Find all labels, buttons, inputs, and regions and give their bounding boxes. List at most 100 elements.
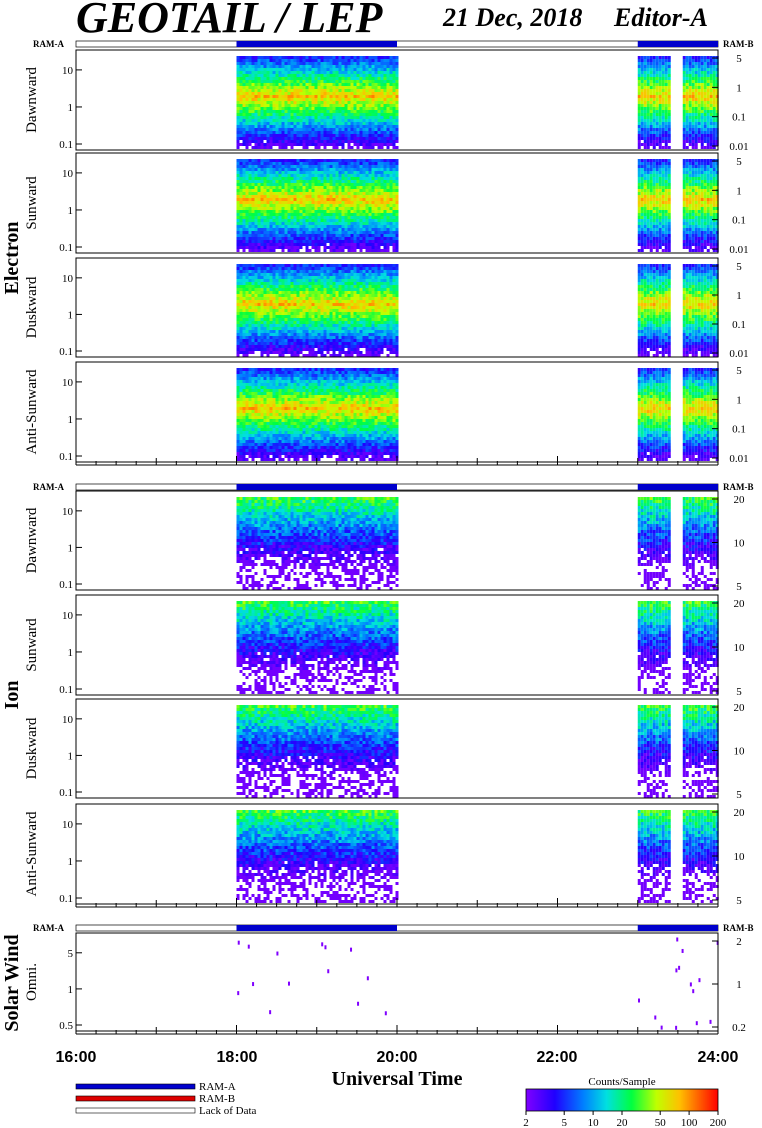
heatmap-cell [317, 65, 321, 68]
heatmap-cell [688, 198, 692, 201]
heatmap-cell [655, 180, 659, 183]
heatmap-cell [389, 234, 393, 237]
heatmap-cell [248, 291, 252, 294]
heatmap-cell [383, 222, 387, 225]
heatmap-cell [347, 201, 351, 204]
heatmap-cell [682, 207, 686, 210]
heatmap-cell [317, 110, 321, 113]
heatmap-cell [287, 119, 291, 122]
heatmap-cell [353, 225, 357, 228]
heatmap-cell [311, 159, 315, 162]
heatmap-cell [314, 201, 318, 204]
heatmap-cell [643, 71, 647, 74]
heatmap-cell [254, 110, 258, 113]
heatmap-cell [344, 195, 348, 198]
heatmap-cell [341, 101, 345, 104]
heatmap-cell [691, 210, 695, 213]
heatmap-cell [700, 234, 704, 237]
heatmap-cell [694, 168, 698, 171]
heatmap-cell [332, 249, 336, 252]
heatmap-cell [251, 71, 255, 74]
heatmap-cell [362, 198, 366, 201]
heatmap-cell [362, 201, 366, 204]
heatmap-cell [263, 110, 267, 113]
heatmap-cell [263, 237, 267, 240]
heatmap-cell [706, 89, 710, 92]
heatmap-cell [281, 183, 285, 186]
heatmap-cell [269, 165, 273, 168]
heatmap-cell [652, 210, 656, 213]
heatmap-cell [359, 113, 363, 116]
heatmap-cell [371, 243, 375, 246]
heatmap-cell [323, 101, 327, 104]
heatmap-cell [254, 192, 258, 195]
heatmap-cell [317, 137, 321, 140]
heatmap-cell [652, 95, 656, 98]
heatmap-cell [356, 192, 360, 195]
heatmap-cell [374, 137, 378, 140]
heatmap-cell [688, 83, 692, 86]
heatmap-cell [685, 68, 689, 71]
heatmap-cell [239, 315, 243, 318]
heatmap-cell [353, 122, 357, 125]
heatmap-cell [299, 168, 303, 171]
heatmap-cell [706, 56, 710, 59]
heatmap-cell [383, 246, 387, 249]
heatmap-cell [395, 89, 399, 92]
heatmap-cell [700, 104, 704, 107]
heatmap-cell [335, 246, 339, 249]
heatmap-cell [655, 183, 659, 186]
heatmap-cell [239, 288, 243, 291]
heatmap-cell [236, 186, 240, 189]
heatmap-cell [290, 143, 294, 146]
heatmap-cell [688, 119, 692, 122]
heatmap-cell [260, 143, 264, 146]
heatmap-cell [374, 225, 378, 228]
heatmap-cell [245, 59, 249, 62]
heatmap-cell [251, 128, 255, 131]
heatmap-cell [380, 162, 384, 165]
heatmap-cell [284, 165, 288, 168]
heatmap-cell [682, 171, 686, 174]
heatmap-cell [320, 207, 324, 210]
heatmap-cell [296, 198, 300, 201]
heatmap-cell [338, 74, 342, 77]
heatmap-cell [302, 204, 306, 207]
heatmap-cell [637, 80, 641, 83]
heatmap-cell [317, 113, 321, 116]
heatmap-cell [311, 113, 315, 116]
heatmap-cell [655, 119, 659, 122]
heatmap-cell [646, 74, 650, 77]
heatmap-cell [350, 101, 354, 104]
heatmap-cell [685, 80, 689, 83]
heatmap-cell [308, 198, 312, 201]
heatmap-cell [392, 234, 396, 237]
heatmap-cell [329, 171, 333, 174]
heatmap-cell [640, 228, 644, 231]
heatmap-cell [392, 56, 396, 59]
heatmap-cell [308, 131, 312, 134]
heatmap-cell [386, 186, 390, 189]
heatmap-cell [341, 98, 345, 101]
heatmap-cell [685, 207, 689, 210]
heatmap-cell [272, 101, 276, 104]
heatmap-cell [371, 110, 375, 113]
heatmap-cell [269, 62, 273, 65]
heatmap-cell [239, 68, 243, 71]
heatmap-cell [691, 65, 695, 68]
heatmap-cell [637, 131, 641, 134]
heatmap-cell [643, 89, 647, 92]
heatmap-cell [646, 219, 650, 222]
heatmap-cell [371, 71, 375, 74]
heatmap-cell [302, 168, 306, 171]
heatmap-cell [326, 137, 330, 140]
heatmap-cell [350, 80, 354, 83]
heatmap-cell [281, 146, 285, 149]
heatmap-cell [706, 131, 710, 134]
heatmap-cell [359, 77, 363, 80]
heatmap-cell [284, 74, 288, 77]
heatmap-cell [296, 240, 300, 243]
heatmap-cell [389, 92, 393, 95]
heatmap-cell [275, 237, 279, 240]
heatmap-cell [652, 174, 656, 177]
